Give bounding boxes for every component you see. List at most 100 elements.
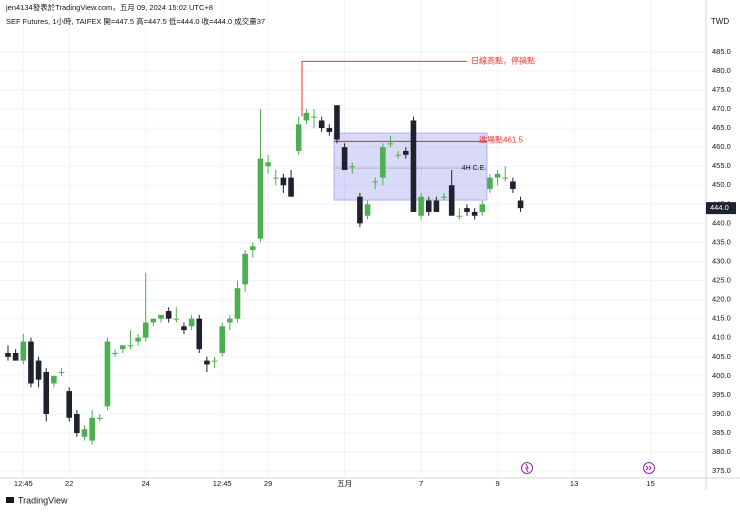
x-tick-label: 13 <box>570 479 578 488</box>
candle-body <box>196 318 203 350</box>
candle-body <box>211 360 218 362</box>
stop-line <box>301 60 467 117</box>
candle-body <box>181 326 187 331</box>
entry-label: 進場點461.5 <box>479 135 524 145</box>
x-tick-label: 12:45 <box>213 479 232 488</box>
candle-body <box>74 413 80 434</box>
y-tick-label: 420.0 <box>712 295 731 304</box>
candle-body <box>441 196 447 198</box>
candle-body <box>43 372 50 414</box>
y-tick-label: 460.0 <box>712 142 731 151</box>
x-tick-label: 29 <box>264 479 272 488</box>
y-tick-label: 480.0 <box>712 66 731 75</box>
tv-logo: TradingView <box>6 495 68 505</box>
candle-body <box>35 360 42 380</box>
candle-body <box>28 341 34 384</box>
candle-body <box>173 318 180 320</box>
candle-body <box>97 417 103 419</box>
candle-body <box>334 105 340 140</box>
candle-body <box>188 318 195 327</box>
candle-body <box>204 360 210 365</box>
stop-label: 日線高點，停損點 <box>471 55 535 65</box>
footer: TradingView <box>18 495 68 505</box>
x-tick-label: 7 <box>419 479 423 488</box>
candle-body <box>5 352 11 357</box>
candle-body <box>81 429 88 437</box>
candle-body <box>326 128 333 132</box>
candle-body <box>318 120 325 129</box>
candle-body <box>403 150 409 155</box>
candle-body <box>257 158 264 239</box>
y-tick-label: 390.0 <box>712 409 731 418</box>
candle-body <box>280 177 287 186</box>
event-icon[interactable] <box>643 462 655 474</box>
entry-zone <box>333 132 488 201</box>
candle-body <box>234 288 241 319</box>
y-tick-label: 375.0 <box>712 466 731 475</box>
plot: 4H C.E. 進場點461.5 日線高點，停損點 <box>5 55 535 445</box>
candle-body <box>311 116 317 118</box>
event-icon[interactable] <box>521 462 533 474</box>
candle-body <box>12 352 19 361</box>
candle-body <box>364 204 371 216</box>
candle-body <box>517 200 524 209</box>
candle-body <box>372 181 378 183</box>
y-tick-label: 405.0 <box>712 352 731 361</box>
x-tick-label: 12:45 <box>14 479 33 488</box>
candle-body <box>456 215 463 217</box>
x-tick-label: 24 <box>142 479 150 488</box>
y-tick-label: 415.0 <box>712 314 731 323</box>
published: jen4134發表於TradingView.com，五月 09, 2024 15… <box>5 2 213 12</box>
candle-body <box>119 345 126 350</box>
candle-body <box>357 196 363 224</box>
candle-body <box>89 417 95 441</box>
symbol-info: SEF Futures, 1小時, TAIFEX 開=447.5 高=447.5… <box>6 16 265 26</box>
candle-body <box>487 177 493 190</box>
last-price-box <box>706 202 736 215</box>
candle-body <box>66 391 72 418</box>
candle-body <box>104 341 111 407</box>
candle-body <box>265 162 271 167</box>
candle-body <box>471 211 478 216</box>
candle-body <box>418 196 424 216</box>
candle-body <box>303 112 310 121</box>
candle-body <box>58 372 65 374</box>
candle-body <box>425 200 432 212</box>
candle-body <box>380 147 386 178</box>
y-tick-label: 425.0 <box>712 276 731 285</box>
y-tick-label: 470.0 <box>712 104 731 113</box>
candle-body <box>341 147 348 171</box>
candle-body <box>349 166 356 168</box>
candle-body <box>135 337 141 342</box>
y-tick-label: 430.0 <box>712 256 731 265</box>
y-tick-label: 400.0 <box>712 371 731 380</box>
candle-body <box>494 173 501 178</box>
y-tick-label: 385.0 <box>712 428 731 437</box>
candle-body <box>272 177 279 179</box>
candle-body <box>464 208 470 212</box>
y-tick-label: 475.0 <box>712 85 731 94</box>
ce-label: 4H C.E. <box>462 165 487 172</box>
y-tick-label: 435.0 <box>712 237 731 246</box>
y-tick-label: 410.0 <box>712 333 731 342</box>
candle-body <box>219 326 225 353</box>
candle-body <box>150 318 157 323</box>
y-tick-label: 440.0 <box>712 218 731 227</box>
candle-body <box>410 120 417 212</box>
last-price-label: 444.0 <box>710 203 729 212</box>
grid <box>0 0 706 478</box>
candle-body <box>242 253 248 285</box>
y-tick-label: 455.0 <box>712 161 731 170</box>
candle-body <box>142 322 149 338</box>
candle-body <box>502 177 509 179</box>
candle-body <box>295 124 302 151</box>
x-tick-label: 五月 <box>337 479 352 488</box>
candle-body <box>127 345 134 347</box>
candle-body <box>20 341 27 361</box>
candle-body <box>433 200 440 212</box>
candle-body <box>510 181 516 190</box>
y-tick-label: 395.0 <box>712 390 731 399</box>
y-tick-label: 465.0 <box>712 123 731 132</box>
